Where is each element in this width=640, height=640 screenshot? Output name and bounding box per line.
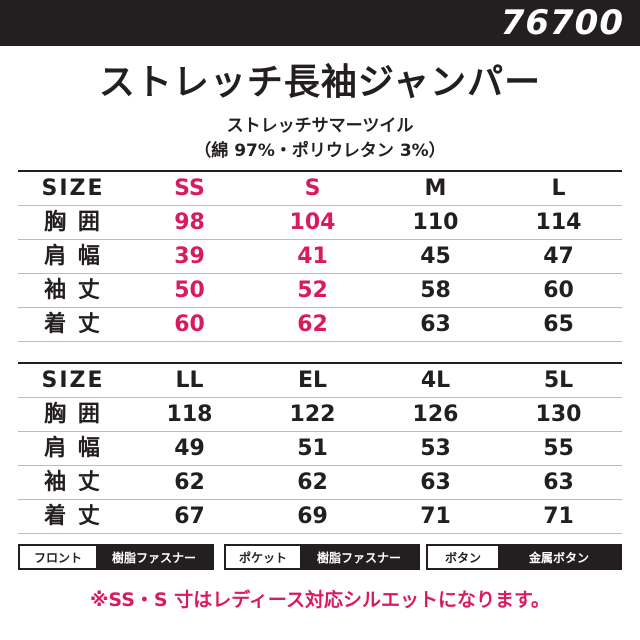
table-cell: 62 xyxy=(174,470,205,495)
table-cell: 110 xyxy=(412,210,459,235)
badge-value: 金属ボタン xyxy=(498,546,620,568)
size-header-s: S xyxy=(304,176,321,201)
size-header-label: SIZE xyxy=(41,368,105,393)
row-label: 着 丈 xyxy=(44,504,102,529)
size-header-l: L xyxy=(551,176,566,201)
table-row-length: 着 丈 67 69 71 71 xyxy=(18,500,622,534)
spec-badges: フロント 樹脂ファスナー ポケット 樹脂ファスナー ボタン 金属ボタン xyxy=(18,544,622,572)
badge-label: フロント xyxy=(20,546,96,568)
row-label: 袖 丈 xyxy=(44,470,102,495)
header-bar: 76700 xyxy=(0,0,640,46)
table-cell: 51 xyxy=(297,436,328,461)
table-row-chest: 胸 囲 98 104 110 114 xyxy=(18,206,622,240)
size-header-ss: SS xyxy=(174,176,205,201)
row-label: 胸 囲 xyxy=(44,402,102,427)
table-cell: 55 xyxy=(543,436,574,461)
table-cell: 39 xyxy=(174,244,205,269)
table-cell: 45 xyxy=(420,244,451,269)
table-row-chest: 胸 囲 118 122 126 130 xyxy=(18,398,622,432)
size-table-1: SIZE SS S M L 胸 囲 98 104 110 114 肩 幅 39 … xyxy=(18,170,622,342)
table-cell: 98 xyxy=(174,210,205,235)
table-cell: 122 xyxy=(289,402,336,427)
table-cell: 130 xyxy=(535,402,582,427)
table-cell: 49 xyxy=(174,436,205,461)
table-cell: 52 xyxy=(297,278,328,303)
table-header-row: SIZE LL EL 4L 5L xyxy=(18,362,622,398)
row-label: 袖 丈 xyxy=(44,278,102,303)
badge-label: ボタン xyxy=(428,546,498,568)
button-spec-badge: ボタン 金属ボタン xyxy=(426,544,622,570)
table-cell: 60 xyxy=(543,278,574,303)
badge-value: 樹脂ファスナー xyxy=(96,546,212,568)
table-row-length: 着 丈 60 62 63 65 xyxy=(18,308,622,342)
table-cell: 114 xyxy=(535,210,582,235)
table-cell: 53 xyxy=(420,436,451,461)
table-cell: 62 xyxy=(297,312,328,337)
size-header-5l: 5L xyxy=(543,368,574,393)
badge-value: 樹脂ファスナー xyxy=(300,546,418,568)
row-label: 着 丈 xyxy=(44,312,102,337)
size-header-label: SIZE xyxy=(41,176,105,201)
table-cell: 63 xyxy=(420,312,451,337)
table-cell: 71 xyxy=(420,504,451,529)
table-cell: 118 xyxy=(166,402,213,427)
size-header-m: M xyxy=(424,176,447,201)
table-cell: 71 xyxy=(543,504,574,529)
size-header-4l: 4L xyxy=(420,368,451,393)
fabric-name: ストレッチサマーツイル xyxy=(226,116,414,136)
table-cell: 65 xyxy=(543,312,574,337)
table-cell: 104 xyxy=(289,210,336,235)
size-table-2: SIZE LL EL 4L 5L 胸 囲 118 122 126 130 肩 幅… xyxy=(18,362,622,534)
front-spec-badge: フロント 樹脂ファスナー xyxy=(18,544,214,570)
table-cell: 63 xyxy=(420,470,451,495)
model-number: 76700 xyxy=(500,3,624,43)
table-cell: 62 xyxy=(297,470,328,495)
size-header-el: EL xyxy=(297,368,328,393)
badge-label: ポケット xyxy=(226,546,300,568)
ladies-fit-note: ※SS・S 寸はレディース対応シルエットになります。 xyxy=(89,589,551,611)
product-title: ストレッチ長袖ジャンパー xyxy=(98,62,542,103)
size-header-ll: LL xyxy=(175,368,204,393)
table-cell: 58 xyxy=(420,278,451,303)
table-cell: 126 xyxy=(412,402,459,427)
table-cell: 63 xyxy=(543,470,574,495)
table-cell: 50 xyxy=(174,278,205,303)
table-cell: 47 xyxy=(543,244,574,269)
table-row-shoulder: 肩 幅 49 51 53 55 xyxy=(18,432,622,466)
pocket-spec-badge: ポケット 樹脂ファスナー xyxy=(224,544,420,570)
row-label: 肩 幅 xyxy=(44,244,102,269)
table-row-sleeve: 袖 丈 62 62 63 63 xyxy=(18,466,622,500)
table-row-sleeve: 袖 丈 50 52 58 60 xyxy=(18,274,622,308)
table-row-shoulder: 肩 幅 39 41 45 47 xyxy=(18,240,622,274)
row-label: 肩 幅 xyxy=(44,436,102,461)
table-header-row: SIZE SS S M L xyxy=(18,170,622,206)
table-cell: 41 xyxy=(297,244,328,269)
table-cell: 60 xyxy=(174,312,205,337)
row-label: 胸 囲 xyxy=(44,210,102,235)
table-cell: 69 xyxy=(297,504,328,529)
fabric-composition: （綿 97%・ポリウレタン 3%） xyxy=(194,141,446,161)
table-cell: 67 xyxy=(174,504,205,529)
